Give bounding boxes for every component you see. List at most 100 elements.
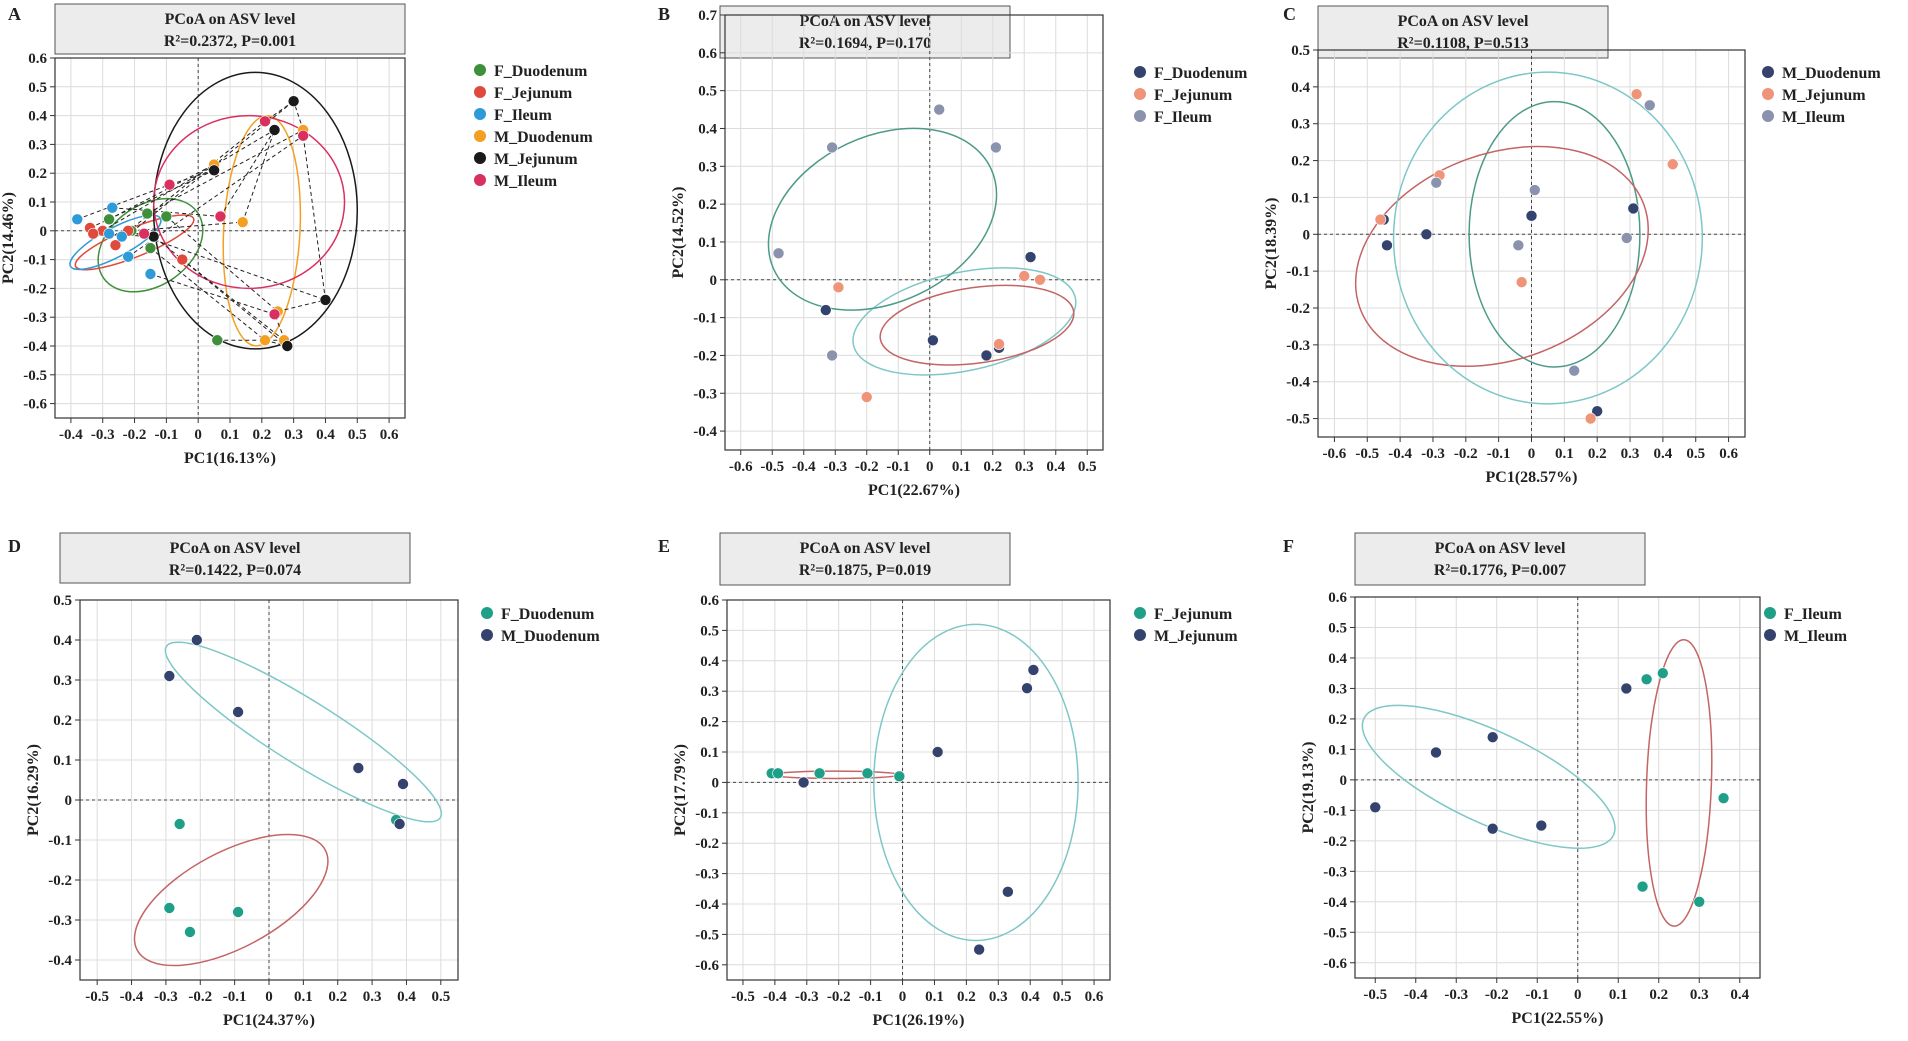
y-tick-label: 0.6 [28, 51, 47, 67]
legend-marker-F_Duodenum [1134, 66, 1146, 78]
point-F_Ileum [71, 213, 84, 226]
x-tick-label: 0.4 [1730, 987, 1749, 1003]
confidence-ellipse-M_Jejunum [1354, 145, 1649, 368]
x-tick-label: -0.2 [123, 427, 147, 443]
gridlines [727, 599, 1110, 980]
point-F_Ileum [1657, 667, 1669, 680]
confidence-ellipse-F_Duodenum [97, 197, 204, 293]
y-axis-label: PC2(17.79%) [672, 744, 689, 836]
y-tick-label: 0.4 [700, 654, 719, 670]
x-tick-label: 0.4 [316, 427, 335, 443]
x-tick-label: -0.3 [1444, 987, 1468, 1003]
legend-marker-M_Jejunum [1134, 629, 1146, 641]
x-axis-label: PC1(24.37%) [223, 1012, 315, 1029]
y-tick-label: 0.4 [28, 109, 47, 125]
x-tick-label: -0.5 [1355, 446, 1379, 462]
x-tick-label: 0.4 [1046, 459, 1065, 475]
point-F_Duodenum [232, 906, 244, 918]
y-tick-label: -0.3 [693, 386, 717, 402]
panel-letter: A [8, 4, 21, 24]
y-tick-label: -0.5 [695, 927, 719, 943]
point-M_Duodenum [259, 334, 271, 347]
panel-F: F PCoA on ASV level R²=0.1776, P=0.007 -0.5… [1283, 532, 1848, 1027]
x-tick-label: 0 [899, 989, 907, 1005]
y-tick-label: -0.2 [693, 348, 717, 364]
x-tick-label: 0.3 [363, 989, 382, 1005]
x-tick-label: -0.4 [120, 989, 144, 1005]
y-tick-label: 0.3 [1328, 681, 1347, 697]
y-tick-label: -0.2 [48, 873, 72, 889]
x-tick-label: -0.3 [823, 459, 847, 475]
x-tick-label: 0.5 [431, 989, 450, 1005]
legend-marker-M_Jejunum [474, 152, 486, 164]
x-tick-label: -0.3 [91, 427, 115, 443]
x-tick-label: 0.2 [957, 989, 976, 1005]
point-F_Ileum [122, 250, 134, 263]
title-box [59, 532, 411, 584]
panel-letter: B [658, 4, 670, 24]
x-tick-label: 0.3 [989, 989, 1008, 1005]
y-tick-label: 0.6 [1328, 590, 1347, 606]
point-M_Ileum [1512, 239, 1525, 252]
point-M_Jejunum [1027, 664, 1040, 676]
x-tick-label: 0.2 [1588, 446, 1607, 462]
legend-label-F_Duodenum: F_Duodenum [1154, 65, 1248, 82]
point-M_Jejunum [1630, 88, 1643, 101]
legend-label-F_Ileum: F_Ileum [1784, 606, 1842, 623]
x-tick-label: 0.5 [1053, 989, 1072, 1005]
point-F_Ileum [933, 103, 946, 116]
point-M_Duodenum [232, 706, 244, 718]
y-tick-label: 0.2 [698, 197, 717, 213]
point-F_Ileum [1636, 880, 1649, 893]
confidence-ellipse-F_Jejunum [770, 770, 901, 780]
panel-C: C PCoA on ASV level R²=0.1108, P=0.513 -0.6… [1263, 4, 1881, 486]
confidence-ellipse-F_Jejunum [879, 284, 1075, 366]
y-tick-label: -0.1 [23, 253, 47, 269]
x-axis-label: PC1(22.55%) [1512, 1010, 1604, 1027]
x-tick-label: 0 [926, 459, 934, 475]
y-tick-label: -0.3 [695, 867, 719, 883]
pair-link [77, 184, 170, 220]
point-F_Duodenum [160, 210, 173, 223]
x-tick-label: -0.1 [1487, 446, 1511, 462]
y-tick-label: 0.5 [28, 80, 47, 96]
point-F_Ileum [990, 141, 1002, 154]
confidence-ellipse-F_Duodenum [133, 833, 329, 967]
confidence-ellipse-F_Duodenum [852, 267, 1077, 376]
y-tick-label: 0.1 [53, 753, 72, 769]
legend-label-F_Ileum: F_Ileum [1154, 109, 1212, 126]
x-tick-label: 0 [265, 989, 273, 1005]
legend-label-M_Jejunum: M_Jejunum [494, 151, 578, 168]
chart-title: PCoA on ASV level [165, 11, 296, 28]
legend-marker-M_Ileum [1762, 110, 1774, 122]
pair-link [131, 221, 243, 232]
point-F_Duodenum [819, 304, 832, 316]
point-F_Jejunum [893, 770, 906, 783]
x-tick-label: 0.1 [1555, 446, 1574, 462]
legend-marker-F_Jejunum [1134, 607, 1146, 619]
y-tick-label: 0.5 [53, 593, 72, 609]
legend-label-M_Jejunum: M_Jejunum [1782, 87, 1866, 104]
y-tick-label: -0.4 [23, 339, 47, 355]
legend-marker-F_Jejunum [474, 86, 486, 98]
panel-letter: C [1283, 4, 1296, 24]
y-tick-label: 0.5 [700, 623, 719, 639]
y-tick-label: 0.4 [698, 121, 717, 137]
point-M_Duodenum [1591, 405, 1603, 418]
legend-label-M_Ileum: M_Ileum [494, 173, 558, 190]
legend-marker-M_Ileum [474, 174, 486, 186]
panel-letter: D [8, 536, 21, 556]
point-M_Ileum [1568, 364, 1580, 377]
x-tick-label: -0.1 [859, 989, 883, 1005]
x-tick-label: -0.2 [827, 989, 851, 1005]
point-M_Jejunum [268, 124, 281, 136]
point-M_Jejunum [973, 943, 985, 956]
y-tick-label: 0.2 [1291, 154, 1310, 170]
y-tick-label: -0.2 [695, 836, 719, 852]
x-tick-label: 0.2 [983, 459, 1002, 475]
pair-link [108, 164, 215, 220]
point-M_Jejunum [281, 340, 294, 352]
x-tick-label: 0.6 [380, 427, 399, 443]
x-tick-label: 0 [1528, 446, 1536, 462]
point-F_Jejunum [861, 767, 874, 780]
